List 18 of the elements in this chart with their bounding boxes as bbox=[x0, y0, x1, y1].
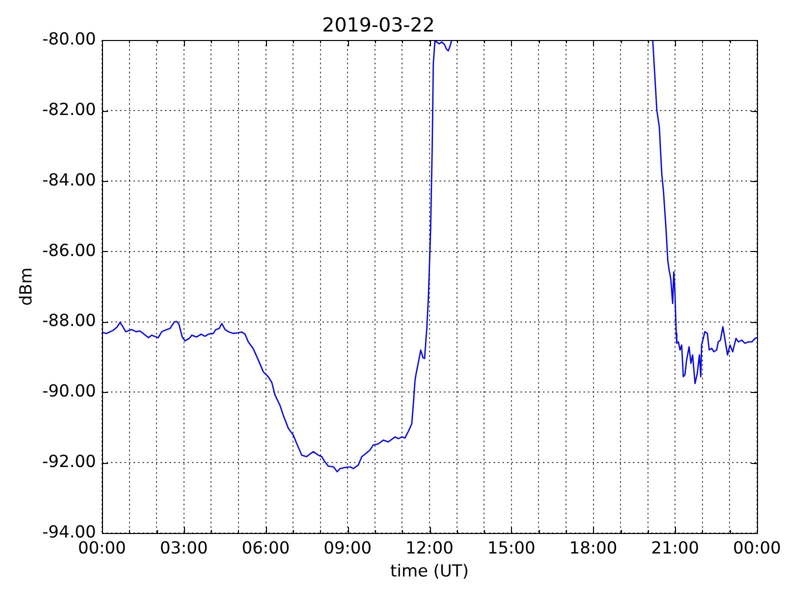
x-tick-label: 09:00 bbox=[324, 537, 372, 558]
x-tick-label: 21:00 bbox=[651, 537, 700, 558]
y-tick-label: -92.00 bbox=[42, 450, 96, 471]
x-tick-label: 06:00 bbox=[242, 537, 290, 558]
x-tick-label: 03:00 bbox=[160, 537, 208, 558]
x-tick-label: 18:00 bbox=[569, 537, 618, 558]
y-tick-label: -90.00 bbox=[42, 380, 96, 401]
y-tick-label: -86.00 bbox=[42, 240, 96, 260]
y-tick-label: -80.00 bbox=[42, 28, 96, 49]
x-tick-label: 00:00 bbox=[732, 537, 782, 558]
x-tick-label: 12:00 bbox=[405, 537, 454, 558]
y-axis-title: dBm bbox=[15, 267, 36, 306]
y-tick-label: -88.00 bbox=[42, 310, 96, 330]
x-tick-label: 15:00 bbox=[487, 537, 536, 558]
chart-title: 2019-03-22 bbox=[322, 14, 435, 37]
x-axis-title: time (UT) bbox=[390, 560, 469, 580]
y-tick-label: -84.00 bbox=[42, 169, 96, 190]
y-tick-label: -82.00 bbox=[42, 99, 96, 120]
